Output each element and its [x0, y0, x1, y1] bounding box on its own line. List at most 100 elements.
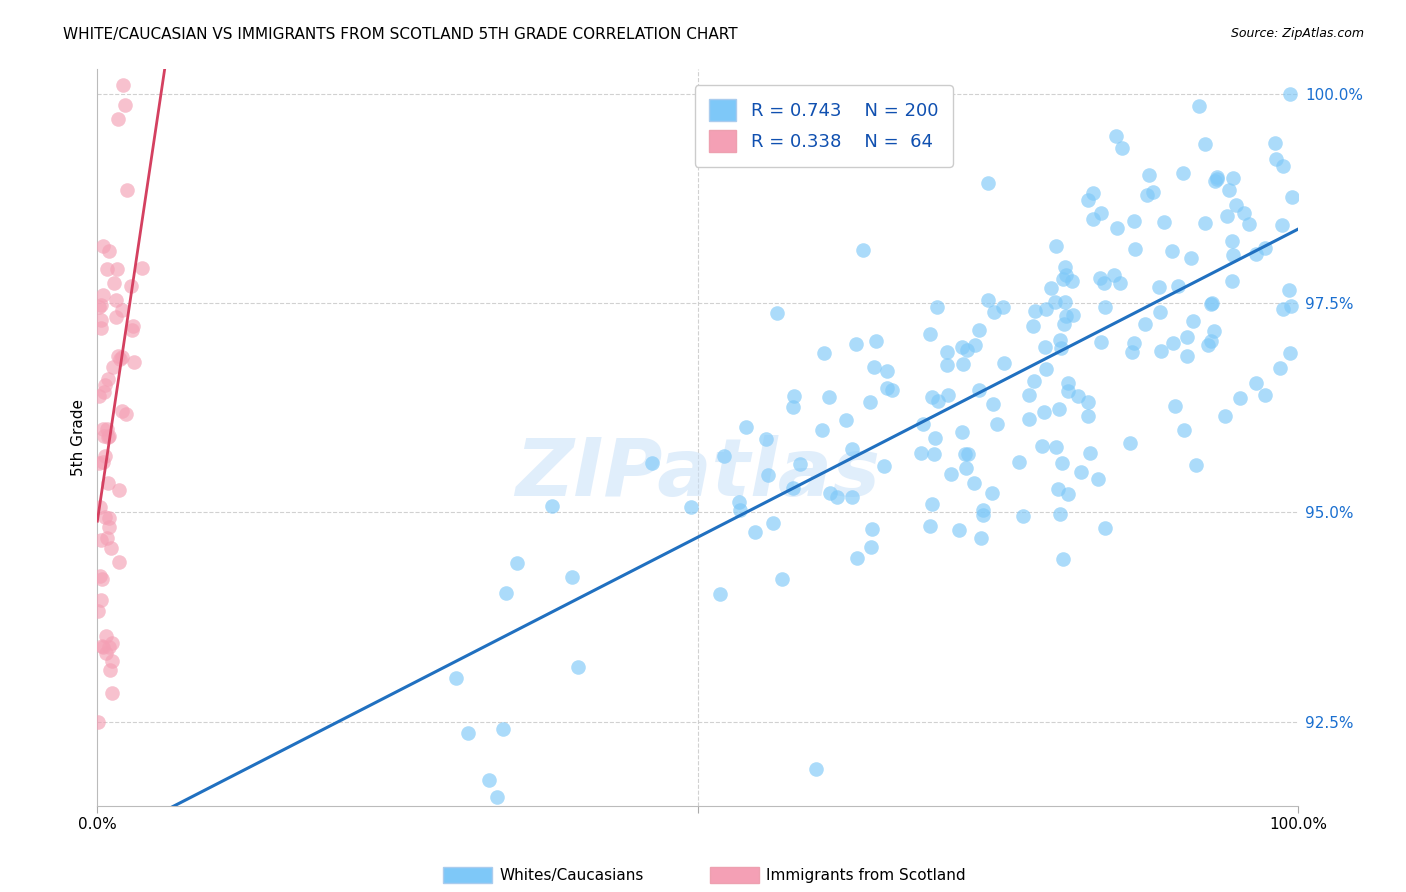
Point	[1201, 297, 1223, 311]
Point	[90, 312, 112, 326]
Point	[101, 654, 124, 668]
Point	[841, 442, 863, 457]
Point	[98, 511, 121, 525]
Point	[1254, 388, 1277, 402]
Point	[770, 572, 793, 586]
Point	[1175, 349, 1198, 363]
Point	[96, 261, 118, 276]
Point	[1173, 423, 1195, 437]
Point	[1175, 330, 1198, 344]
Point	[1052, 456, 1074, 470]
Point	[845, 337, 868, 351]
Point	[1279, 346, 1302, 360]
Point	[1220, 274, 1243, 288]
Point	[783, 389, 806, 403]
Point	[1052, 272, 1074, 286]
Point	[100, 541, 122, 555]
Point	[679, 500, 702, 515]
Point	[1136, 188, 1159, 202]
Point	[93, 385, 115, 400]
Point	[709, 587, 731, 601]
Point	[93, 455, 115, 469]
Point	[967, 383, 990, 397]
Point	[1197, 338, 1219, 352]
Point	[1094, 521, 1116, 535]
Point	[444, 672, 467, 686]
Point	[1122, 214, 1144, 228]
Point	[103, 276, 125, 290]
Point	[457, 725, 479, 739]
Point	[1070, 465, 1092, 479]
Point	[862, 359, 884, 374]
Point	[1102, 268, 1125, 282]
Text: Source: ZipAtlas.com: Source: ZipAtlas.com	[1230, 27, 1364, 40]
Point	[1281, 189, 1303, 203]
Point	[94, 646, 117, 660]
Point	[1054, 294, 1077, 309]
Point	[120, 279, 142, 293]
Point	[90, 593, 112, 607]
Point	[506, 557, 529, 571]
Point	[910, 446, 932, 460]
Point	[811, 423, 834, 437]
Point	[1105, 221, 1128, 235]
Point	[1024, 304, 1046, 318]
Text: Immigrants from Scotland: Immigrants from Scotland	[766, 868, 966, 882]
Point	[485, 790, 508, 805]
Point	[1205, 169, 1227, 184]
Point	[89, 456, 111, 470]
Point	[478, 772, 501, 787]
Point	[108, 483, 131, 497]
Point	[93, 429, 115, 443]
Point	[882, 383, 904, 397]
Point	[986, 417, 1008, 431]
Point	[1022, 318, 1045, 333]
Point	[936, 387, 959, 401]
Point	[950, 425, 973, 439]
Point	[970, 531, 993, 545]
Point	[1222, 234, 1244, 248]
Point	[952, 357, 974, 371]
Point	[1167, 279, 1189, 293]
Point	[1052, 317, 1074, 331]
Point	[1264, 136, 1286, 151]
Point	[101, 686, 124, 700]
Point	[1057, 384, 1080, 398]
Point	[1087, 472, 1109, 486]
Point	[1047, 482, 1070, 496]
Point	[1222, 248, 1244, 262]
Point	[1018, 412, 1040, 426]
Point	[965, 338, 987, 352]
Point	[1094, 300, 1116, 314]
Point	[1153, 214, 1175, 228]
Point	[105, 261, 128, 276]
Point	[1137, 169, 1160, 183]
Point	[97, 640, 120, 655]
Point	[115, 407, 138, 421]
Point	[841, 490, 863, 504]
Point	[1218, 183, 1240, 197]
Point	[87, 388, 110, 402]
Point	[921, 391, 943, 405]
Point	[1033, 340, 1056, 354]
Point	[925, 300, 948, 314]
Point	[1062, 309, 1084, 323]
Point	[1077, 395, 1099, 409]
Point	[813, 345, 835, 359]
Point	[1180, 251, 1202, 265]
Point	[1007, 455, 1029, 469]
Point	[1206, 172, 1229, 186]
Point	[492, 722, 515, 736]
Point	[1043, 294, 1066, 309]
Point	[91, 239, 114, 253]
Point	[1090, 334, 1112, 349]
Point	[1201, 296, 1223, 310]
Point	[1164, 399, 1187, 413]
Point	[865, 334, 887, 348]
Point	[713, 449, 735, 463]
Text: WHITE/CAUCASIAN VS IMMIGRANTS FROM SCOTLAND 5TH GRADE CORRELATION CHART: WHITE/CAUCASIAN VS IMMIGRANTS FROM SCOTL…	[63, 27, 738, 42]
Point	[993, 300, 1015, 314]
Point	[98, 244, 121, 259]
Point	[1080, 446, 1102, 460]
Point	[1133, 317, 1156, 331]
